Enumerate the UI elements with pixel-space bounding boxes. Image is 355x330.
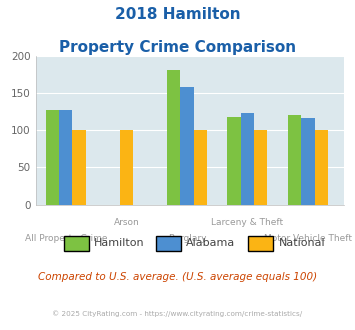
Bar	[228, 117, 241, 205]
Text: Burglary: Burglary	[168, 234, 206, 243]
Text: 2018 Hamilton: 2018 Hamilton	[115, 7, 240, 21]
Text: Larceny & Theft: Larceny & Theft	[211, 218, 284, 227]
Bar	[241, 113, 254, 205]
Bar	[120, 130, 133, 205]
Text: Compared to U.S. average. (U.S. average equals 100): Compared to U.S. average. (U.S. average …	[38, 272, 317, 282]
Bar	[72, 130, 86, 205]
Bar	[315, 130, 328, 205]
Bar	[193, 130, 207, 205]
Text: Alabama: Alabama	[186, 238, 236, 248]
Bar	[167, 70, 180, 205]
Bar	[46, 110, 59, 205]
Text: Arson: Arson	[114, 218, 139, 227]
Text: All Property Crime: All Property Crime	[24, 234, 107, 243]
Text: © 2025 CityRating.com - https://www.cityrating.com/crime-statistics/: © 2025 CityRating.com - https://www.city…	[53, 310, 302, 317]
Bar	[59, 110, 72, 205]
Bar	[288, 115, 301, 205]
Bar	[254, 130, 267, 205]
Text: Motor Vehicle Theft: Motor Vehicle Theft	[264, 234, 352, 243]
Bar	[180, 87, 193, 205]
Bar	[301, 118, 315, 205]
Text: Property Crime Comparison: Property Crime Comparison	[59, 40, 296, 54]
Text: Hamilton: Hamilton	[94, 238, 145, 248]
Text: National: National	[279, 238, 325, 248]
